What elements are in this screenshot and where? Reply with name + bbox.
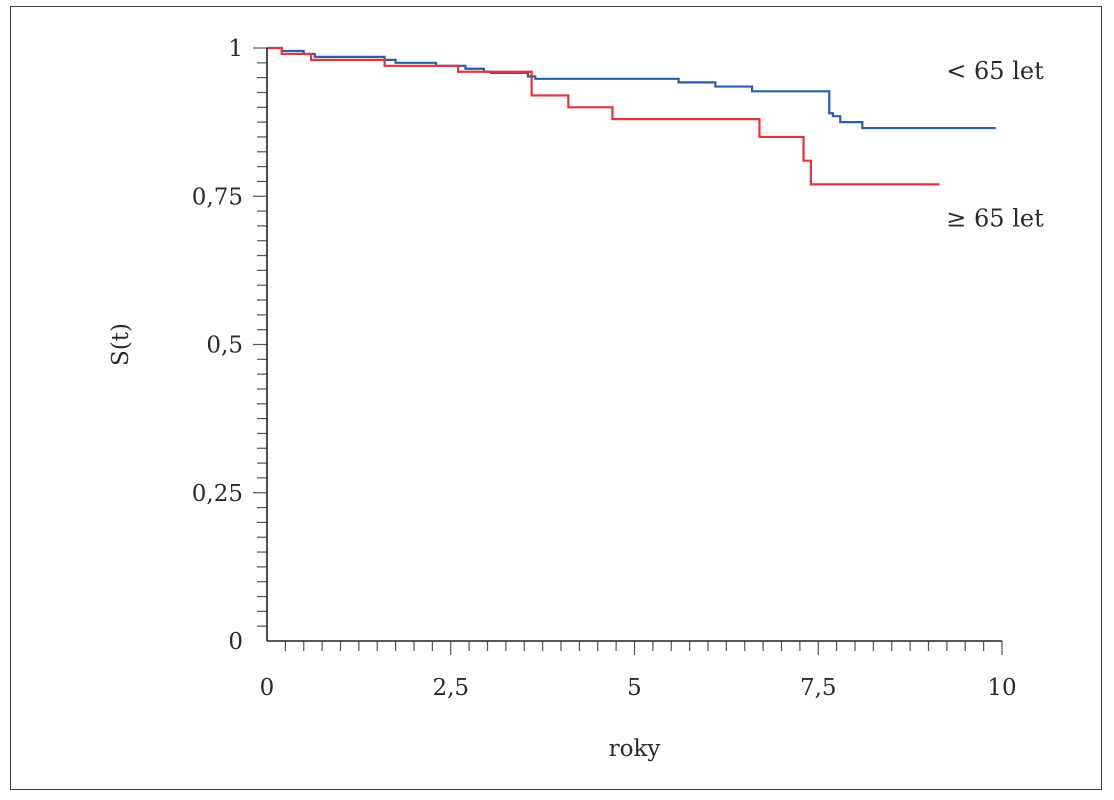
y-tick-label: 0,5 (206, 333, 243, 359)
y-tick-label: 0,75 (192, 184, 243, 210)
series-label-under-65: < 65 let (946, 57, 1044, 85)
x-tick-label: 10 (987, 675, 1016, 701)
minor-ticks (253, 47, 1003, 655)
x-axis-title: roky (609, 736, 661, 762)
tick-labels: 0 2,5 5 7,5 10 0 0,25 0,5 0,75 1 (192, 36, 1017, 701)
series-line-1 (267, 46, 940, 186)
series-label-65-plus: ≥ 65 let (946, 204, 1044, 232)
y-tick-label: 1 (228, 36, 243, 62)
x-tick-label: 2,5 (432, 675, 469, 701)
y-axis-title: S(t) (108, 323, 134, 366)
x-tick-label: 0 (260, 675, 275, 701)
y-tick-label: 0 (228, 629, 243, 655)
series-line-0 (267, 46, 996, 130)
x-tick-label: 5 (627, 675, 642, 701)
y-tick-label: 0,25 (192, 481, 243, 507)
figure-frame (10, 6, 1102, 790)
series-layer (267, 46, 996, 186)
x-tick-label: 7,5 (800, 675, 837, 701)
